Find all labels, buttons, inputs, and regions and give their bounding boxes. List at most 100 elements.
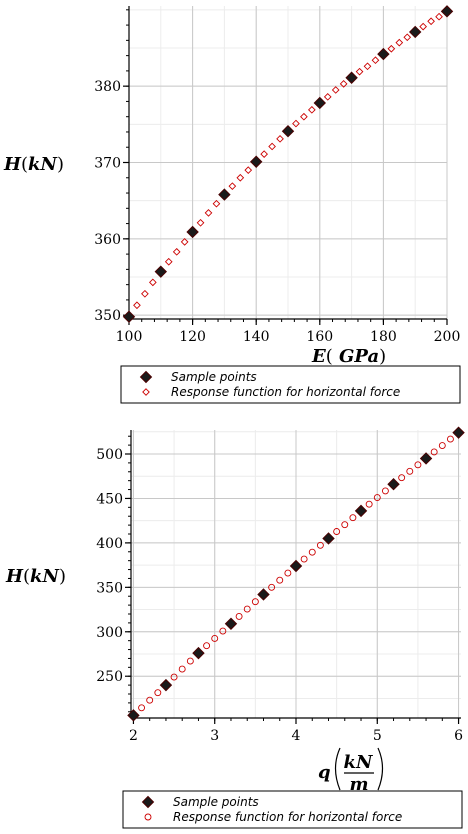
x-tick-label: 4 (292, 728, 301, 744)
response-function-marker (406, 467, 414, 475)
x-tick-label: 100 (116, 329, 143, 345)
y-tick-label: 360 (94, 232, 121, 248)
response-function-marker (371, 56, 380, 65)
response-function-marker (381, 487, 389, 495)
sample-point-marker (289, 559, 303, 573)
response-function-marker (149, 278, 157, 287)
x-tick-label: 5 (373, 728, 382, 744)
legend-label: Response function for horizontal force (173, 810, 402, 824)
response-function-marker (363, 62, 372, 71)
response-function-marker (355, 67, 364, 76)
y-axis-title: H(kN) (5, 566, 66, 587)
response-function-marker (419, 22, 427, 31)
sample-point-marker (249, 155, 263, 168)
response-function-marker (403, 33, 412, 42)
series-sample-points (122, 5, 454, 323)
response-function-marker (268, 583, 276, 591)
response-function-marker (203, 642, 211, 650)
response-function-marker (395, 38, 404, 47)
response-function-marker (138, 704, 146, 712)
response-function-marker (373, 494, 381, 502)
y-tick-label: 400 (96, 536, 123, 552)
response-function-marker (196, 218, 205, 227)
response-function-marker (142, 388, 150, 396)
response-function-marker (211, 634, 219, 642)
sample-point-marker (218, 188, 231, 201)
sample-point-marker (322, 532, 335, 545)
legend-label: Sample points (171, 370, 257, 384)
sample-point-marker (345, 71, 358, 84)
x-tick-label: 140 (243, 329, 270, 345)
series-sample-points (127, 426, 465, 722)
legend-item: Response function for horizontal force (142, 385, 400, 399)
response-function-marker (228, 182, 237, 191)
response-function-marker (339, 80, 348, 88)
sample-point-marker (377, 47, 390, 61)
x-title-paren-right (377, 747, 384, 791)
response-function-marker (276, 576, 284, 584)
response-function-marker (268, 142, 276, 151)
y-axis-title: H(kN) (3, 154, 64, 175)
x-title-numerator: kN (344, 752, 374, 773)
response-function-marker (300, 555, 308, 563)
sample-point-marker (452, 426, 465, 439)
sample-point-marker (387, 478, 400, 491)
response-function-marker (398, 474, 406, 482)
x-tick-label: 160 (306, 329, 333, 345)
response-function-marker (331, 86, 340, 94)
sample-point-marker (313, 96, 327, 110)
legend-label: Response function for horizontal force (171, 385, 400, 399)
y-tick-label: 500 (96, 447, 123, 463)
response-function-marker (365, 500, 373, 508)
response-function-marker (219, 627, 227, 635)
x-title-q: q (318, 762, 331, 783)
response-function-marker (435, 12, 443, 21)
response-function-marker (186, 657, 194, 665)
x-tick-label: 200 (434, 329, 461, 345)
response-function-marker (164, 257, 173, 266)
response-function-marker (292, 119, 300, 128)
response-function-marker (133, 301, 141, 310)
response-function-marker (260, 150, 268, 158)
legend-box (120, 365, 461, 404)
y-tick-label: 450 (96, 491, 123, 507)
response-function-marker (323, 93, 332, 101)
sample-point-marker (257, 588, 270, 601)
response-function-marker (141, 289, 149, 298)
sample-point-marker (154, 265, 168, 278)
x-title-paren-left (334, 747, 341, 791)
response-function-marker (244, 166, 253, 174)
x-tick-label: 120 (179, 329, 206, 345)
sample-point-marker (127, 709, 140, 722)
response-function-marker (170, 673, 178, 681)
response-function-marker (316, 541, 324, 549)
sample-point-marker (354, 504, 368, 518)
sample-point-marker (224, 617, 238, 630)
chart-horizontal-force-vs-modulus: 350 360 370 380 100 120 140 160 180 200 H(kN) E( GP… (3, 5, 461, 404)
response-function-marker (414, 461, 422, 469)
legend-label: Sample points (173, 795, 259, 809)
response-function-marker (308, 548, 316, 556)
y-tick-label: 350 (96, 580, 123, 596)
response-function-marker (387, 44, 396, 53)
response-function-marker (212, 199, 221, 208)
response-function-marker (180, 238, 189, 246)
response-function-marker (144, 813, 152, 821)
response-function-marker (236, 173, 245, 182)
response-function-marker (333, 528, 341, 535)
legend-item: Sample points (139, 370, 257, 384)
legend-box (122, 790, 463, 829)
response-function-marker (349, 514, 357, 522)
legend-item: Sample points (141, 795, 259, 809)
sample-point-marker (419, 452, 433, 465)
response-function-marker (284, 569, 292, 577)
sample-point-marker (141, 795, 155, 809)
sample-point-marker (281, 124, 295, 138)
response-function-marker (446, 435, 454, 443)
response-function-marker (251, 598, 259, 606)
response-function-marker (154, 689, 162, 697)
response-function-marker (276, 134, 284, 143)
response-function-marker (341, 521, 349, 529)
